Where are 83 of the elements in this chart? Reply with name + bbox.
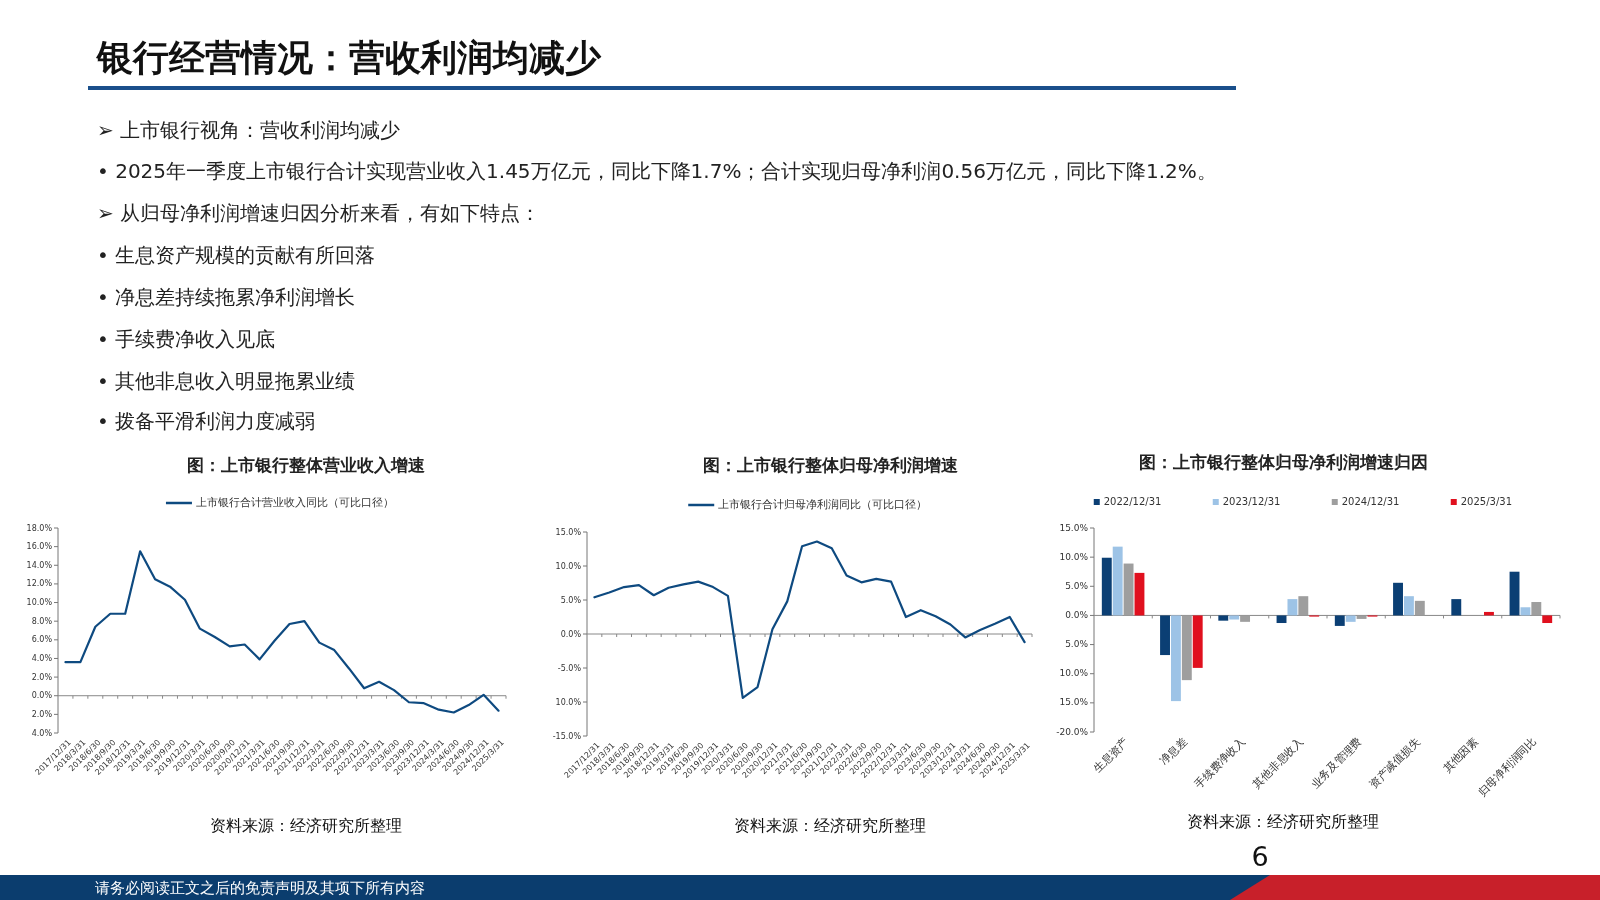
text: 资料来源：经济研究所整理	[1187, 811, 1379, 831]
bar	[1123, 563, 1134, 616]
y-tick-label: 4.0%	[31, 653, 53, 663]
bar	[1356, 615, 1367, 619]
bar	[1218, 615, 1229, 621]
bar	[1101, 557, 1112, 616]
bar	[1160, 615, 1170, 656]
bar	[1403, 596, 1414, 616]
x-tick-label: 净息差	[1157, 735, 1190, 768]
text: • 生息资产规模的贡献有所回落	[97, 242, 376, 267]
x-tick-label: 手续费净收入	[1192, 735, 1248, 791]
y-tick-label: 18.0%	[26, 523, 53, 533]
y-tick-label: 10.0%	[555, 561, 582, 571]
text: • 拨备平滑利润力度减弱	[97, 408, 316, 433]
y-tick-label: -15.0%	[552, 731, 582, 741]
bar	[1134, 572, 1145, 616]
legend-label: 2024/12/31	[1341, 496, 1400, 507]
bar	[1414, 600, 1425, 616]
y-tick-label: 10.0%	[1059, 668, 1089, 679]
text: ➢ 从归母净利润增速归因分析来看，有如下特点：	[97, 200, 541, 225]
legend-label: 2023/12/31	[1222, 496, 1281, 507]
y-tick-label: 0.0%	[1065, 609, 1089, 620]
chart-title: 图：上市银行整体营业收入增速	[187, 455, 425, 475]
legend-label: 2022/12/31	[1103, 496, 1162, 507]
chart-title: 图：上市银行整体归母净利润增速	[702, 455, 958, 475]
y-tick-label: 10.0%	[1059, 551, 1089, 562]
y-tick-label: 15.0%	[555, 527, 582, 537]
y-tick-label: 2.0%	[31, 672, 53, 682]
bar	[1240, 615, 1251, 622]
legend-label: 上市银行合计归母净利润同比（可比口径）	[718, 498, 928, 511]
bar	[1287, 599, 1298, 616]
y-tick-label: 10.0%	[26, 598, 53, 608]
y-tick-label: 16.0%	[26, 542, 53, 552]
y-tick-label: 0.0%	[560, 629, 582, 639]
bar	[1298, 596, 1309, 616]
x-tick-label: 资产减值损失	[1366, 735, 1423, 791]
text: 请务必阅读正文之后的免责声明及其项下所有内容	[95, 878, 425, 897]
bar	[1276, 615, 1287, 624]
text: ➢ 上市银行视角：营收利润均减少	[97, 117, 401, 142]
bar	[1393, 582, 1403, 616]
y-tick-label: -5.0%	[557, 663, 582, 673]
bar	[1345, 615, 1356, 622]
text: 银行经营情况：营收利润均减少	[95, 37, 602, 78]
bar	[1542, 615, 1553, 624]
bar	[1181, 615, 1192, 681]
y-tick-label: 14.0%	[26, 560, 53, 570]
y-tick-label: 5.0%	[1065, 639, 1089, 650]
bar	[1192, 615, 1203, 668]
text: 资料来源：经济研究所整理	[734, 815, 926, 835]
text: • 净息差持续拖累净利润增长	[97, 284, 356, 309]
bar	[1334, 615, 1345, 626]
text: • 其他非息收入明显拖累业绩	[97, 368, 356, 393]
legend-label: 上市银行合计营业收入同比（可比口径）	[195, 496, 394, 509]
y-tick-label: 5.0%	[560, 595, 582, 605]
y-tick-label: 15.0%	[1059, 522, 1089, 533]
x-tick-label: 生息资产	[1091, 735, 1132, 776]
y-tick-label: 8.0%	[31, 616, 53, 626]
bar	[1112, 546, 1123, 616]
text: • 手续费净收入见底	[97, 326, 276, 351]
text: 6	[1251, 840, 1269, 872]
text: • 2025年一季度上市银行合计实现营业收入1.45万亿元，同比下降1.7%；合计实现归母净利润0.56万亿元，同比下降1.2%。	[97, 158, 1217, 183]
y-tick-label: 10.0%	[555, 697, 582, 707]
x-tick-label: 业务及管理费	[1308, 735, 1365, 791]
x-tick-label: 其他因素	[1440, 735, 1481, 776]
bar	[1531, 602, 1542, 616]
text: 资料来源：经济研究所整理	[210, 815, 402, 835]
y-tick-label: 2.0%	[31, 709, 53, 719]
line-series	[64, 550, 500, 714]
bar	[1229, 615, 1240, 620]
y-tick-label: 12.0%	[26, 579, 53, 589]
bar	[1451, 599, 1462, 616]
y-tick-label: 5.0%	[1065, 580, 1089, 591]
bar	[1170, 615, 1181, 702]
chart-title: 图：上市银行整体归母净利润增速归因	[1138, 452, 1428, 472]
y-tick-label: 15.0%	[1059, 697, 1089, 708]
bar	[1520, 607, 1531, 616]
y-tick-label: 4.0%	[31, 728, 53, 738]
y-tick-label: 6.0%	[31, 635, 53, 645]
line-series	[593, 540, 1026, 700]
x-tick-label: 其他非息收入	[1250, 735, 1307, 791]
legend-label: 2025/3/31	[1460, 496, 1513, 507]
y-tick-label: 0.0%	[31, 691, 53, 701]
y-tick-label: -20.0%	[1056, 726, 1089, 737]
